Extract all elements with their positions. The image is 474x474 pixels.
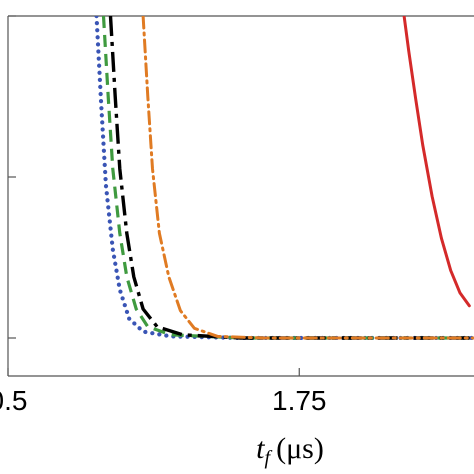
x-axis-subscript: f [265, 447, 273, 469]
x-axis-unit: (μs) [276, 432, 324, 465]
series-line-4 [402, 16, 471, 308]
series-line-3 [141, 16, 474, 340]
series-line-2 [108, 16, 474, 340]
x-tick-label-0: 0.5 [0, 385, 27, 416]
series-line-1 [101, 16, 474, 340]
x-axis-symbol: t [256, 432, 265, 465]
x-axis-label: tf (μs) [256, 432, 324, 469]
x-tick-label-1: 1.75 [272, 385, 327, 416]
